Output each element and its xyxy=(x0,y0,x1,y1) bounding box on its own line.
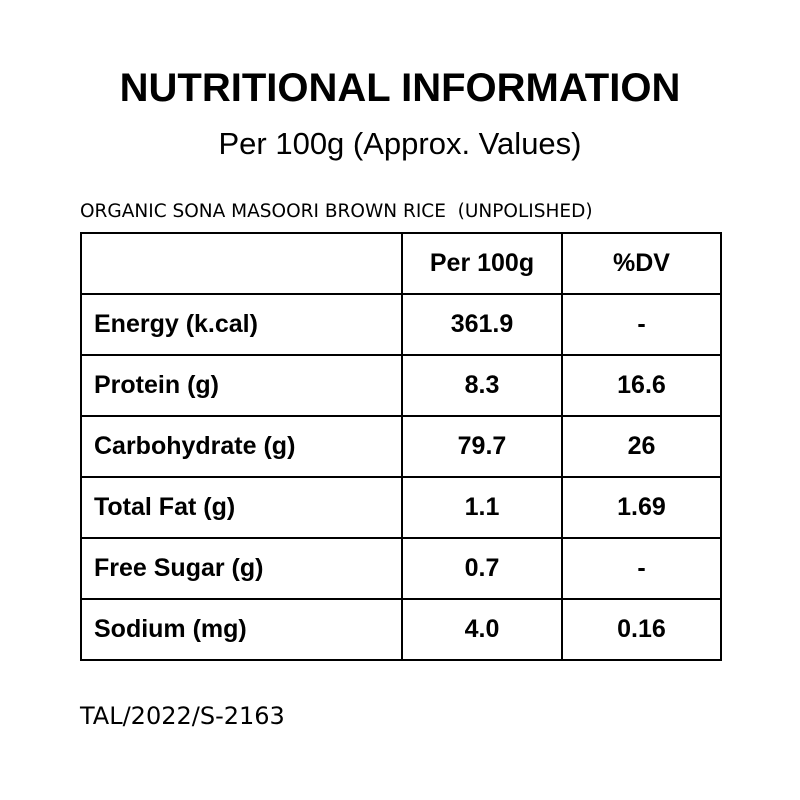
table-row: Free Sugar (g) 0.7 - xyxy=(80,537,722,600)
table-header-row: Per 100g %DV xyxy=(80,232,722,295)
nutrition-table: Per 100g %DV Energy (k.cal) 361.9 - Prot… xyxy=(80,232,722,661)
nutrient-label: Free Sugar (g) xyxy=(80,537,403,600)
table-row: Total Fat (g) 1.1 1.69 xyxy=(80,476,722,539)
per-100g-value: 8.3 xyxy=(401,354,563,417)
per-100g-value: 4.0 xyxy=(401,598,563,661)
nutrient-label: Protein (g) xyxy=(80,354,403,417)
table-row: Carbohydrate (g) 79.7 26 xyxy=(80,415,722,478)
dv-value: - xyxy=(561,537,722,600)
table-row: Sodium (mg) 4.0 0.16 xyxy=(80,598,722,661)
nutrient-label: Total Fat (g) xyxy=(80,476,403,539)
dv-value: - xyxy=(561,293,722,356)
dv-value: 26 xyxy=(561,415,722,478)
license-code: TAL/2022/S-2163 xyxy=(80,702,285,730)
dv-value: 16.6 xyxy=(561,354,722,417)
nutrient-label: Carbohydrate (g) xyxy=(80,415,403,478)
dv-value: 1.69 xyxy=(561,476,722,539)
table-row: Protein (g) 8.3 16.6 xyxy=(80,354,722,417)
per-100g-value: 361.9 xyxy=(401,293,563,356)
column-header-nutrient xyxy=(80,232,403,295)
nutrient-label: Energy (k.cal) xyxy=(80,293,403,356)
product-name: ORGANIC SONA MASOORI BROWN RICE (UNPOLIS… xyxy=(80,201,593,222)
nutrient-label: Sodium (mg) xyxy=(80,598,403,661)
page-subtitle: Per 100g (Approx. Values) xyxy=(218,126,582,161)
column-header-per-100g: Per 100g xyxy=(401,232,563,295)
per-100g-value: 0.7 xyxy=(401,537,563,600)
page-title: NUTRITIONAL INFORMATION xyxy=(119,66,681,110)
column-header-dv: %DV xyxy=(561,232,722,295)
table-row: Energy (k.cal) 361.9 - xyxy=(80,293,722,356)
per-100g-value: 79.7 xyxy=(401,415,563,478)
per-100g-value: 1.1 xyxy=(401,476,563,539)
dv-value: 0.16 xyxy=(561,598,722,661)
